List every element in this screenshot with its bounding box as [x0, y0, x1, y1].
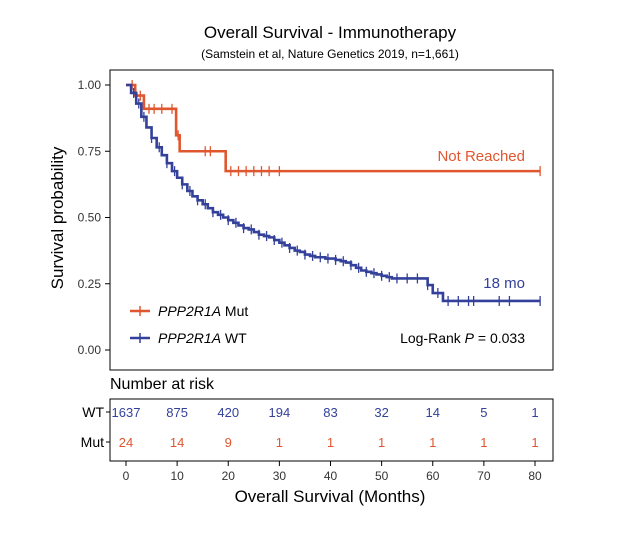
risk-count-wt-3: 194: [269, 405, 291, 420]
x-tick-label-2: 20: [222, 469, 236, 483]
legend-wt-gene: PPP2R1A: [158, 330, 221, 346]
x-tick-label-4: 40: [324, 469, 338, 483]
risk-count-mut-1: 14: [170, 435, 184, 450]
mut-median-label: Not Reached: [437, 148, 525, 165]
risk-count-mut-8: 1: [531, 435, 538, 450]
y-tick-label-1: 0.25: [78, 277, 102, 291]
y-tick-label-0: 0.00: [78, 343, 102, 357]
risk-row-label-wt: WT: [82, 404, 104, 420]
legend-mut-gene: PPP2R1A: [158, 303, 221, 319]
risk-count-mut-4: 1: [327, 435, 334, 450]
legend-item-mut: PPP2R1A Mut: [130, 303, 248, 319]
logrank-value: = 0.033: [474, 330, 525, 346]
x-axis: 0 10 20 30 40 50 60 70 80: [123, 461, 542, 483]
risk-count-mut-3: 1: [276, 435, 283, 450]
y-axis-label: Survival probability: [48, 146, 67, 289]
risk-count-wt-5: 32: [374, 405, 388, 420]
plot-panel: [109, 69, 554, 371]
risk-count-mut-2: 9: [225, 435, 232, 450]
risk-table-title: Number at risk: [110, 376, 215, 393]
logrank-annotation: Log-Rank P = 0.033: [400, 330, 525, 346]
x-tick-label-0: 0: [123, 469, 130, 483]
logrank-prefix: Log-Rank: [400, 330, 465, 346]
x-tick-label-3: 30: [273, 469, 287, 483]
x-tick-label-6: 60: [426, 469, 440, 483]
wt-median-label: 18 mo: [483, 275, 525, 292]
risk-table-panel: [109, 398, 554, 462]
y-tick-label-4: 1.00: [78, 78, 102, 92]
x-tick-label-1: 10: [170, 469, 184, 483]
y-tick-label-3: 0.75: [78, 144, 102, 158]
risk-count-mut-6: 1: [429, 435, 436, 450]
risk-count-wt-6: 14: [426, 405, 440, 420]
survival-curves: [126, 80, 541, 306]
risk-count-wt-7: 5: [480, 405, 487, 420]
risk-count-wt-0: 1637: [112, 405, 141, 420]
svg-text:PPP2R1A WT: PPP2R1A WT: [158, 330, 247, 346]
risk-count-wt-1: 875: [166, 405, 188, 420]
risk-count-mut-5: 1: [378, 435, 385, 450]
risk-count-wt-8: 1: [531, 405, 538, 420]
legend-wt-suffix: WT: [221, 330, 247, 346]
x-tick-label-8: 80: [528, 469, 542, 483]
chart-title: Overall Survival - Immunotherapy: [204, 23, 457, 42]
risk-table: WT 1637 875 420 194 83 32 14 5 1 Mut 24 14 9 1 1 1 1 1 1: [81, 404, 539, 450]
x-tick-label-5: 50: [375, 469, 389, 483]
x-tick-label-7: 70: [477, 469, 491, 483]
wt-survival-curve: [126, 83, 541, 303]
legend-mut-suffix: Mut: [221, 303, 248, 319]
legend-item-wt: PPP2R1A WT: [130, 330, 247, 346]
svg-text:PPP2R1A Mut: PPP2R1A Mut: [158, 303, 248, 319]
y-tick-label-2: 0.50: [78, 211, 102, 225]
legend: PPP2R1A Mut PPP2R1A WT: [130, 303, 248, 346]
risk-count-wt-4: 83: [323, 405, 337, 420]
chart-subtitle: (Samstein et al, Nature Genetics 2019, n…: [201, 47, 459, 61]
risk-row-label-mut: Mut: [81, 434, 104, 450]
risk-count-mut-0: 24: [119, 435, 133, 450]
x-axis-label: Overall Survival (Months): [235, 487, 426, 506]
logrank-p: P: [465, 330, 475, 346]
risk-count-mut-7: 1: [480, 435, 487, 450]
y-axis: 0.00 0.25 0.50 0.75 1.00: [78, 78, 110, 357]
risk-count-wt-2: 420: [217, 405, 239, 420]
